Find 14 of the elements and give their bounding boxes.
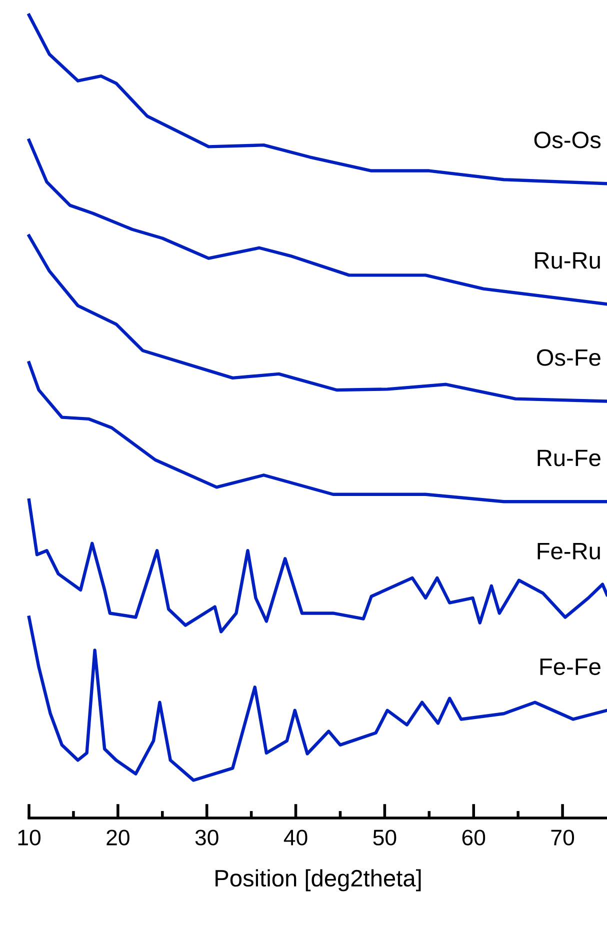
- x-tick-label: 50: [373, 830, 396, 846]
- series-label: Ru-Fe: [538, 450, 600, 466]
- series-label: Fe-Ru: [538, 542, 600, 560]
- series-label: Os-Fe: [536, 349, 600, 366]
- x-tick-label: 10: [18, 830, 40, 846]
- x-tick-label: 30: [195, 830, 218, 846]
- x-axis-title: Position [deg2theta]: [216, 869, 421, 892]
- series-label: Fe-Fe: [540, 658, 600, 676]
- x-tick-label: 60: [462, 830, 486, 846]
- x-tick-label: 70: [551, 830, 574, 846]
- series-label: Ru-Ru: [535, 252, 600, 269]
- x-tick-label: 20: [106, 830, 130, 846]
- x-tick-label: 40: [284, 830, 308, 846]
- series-label: Os-Os: [534, 132, 601, 148]
